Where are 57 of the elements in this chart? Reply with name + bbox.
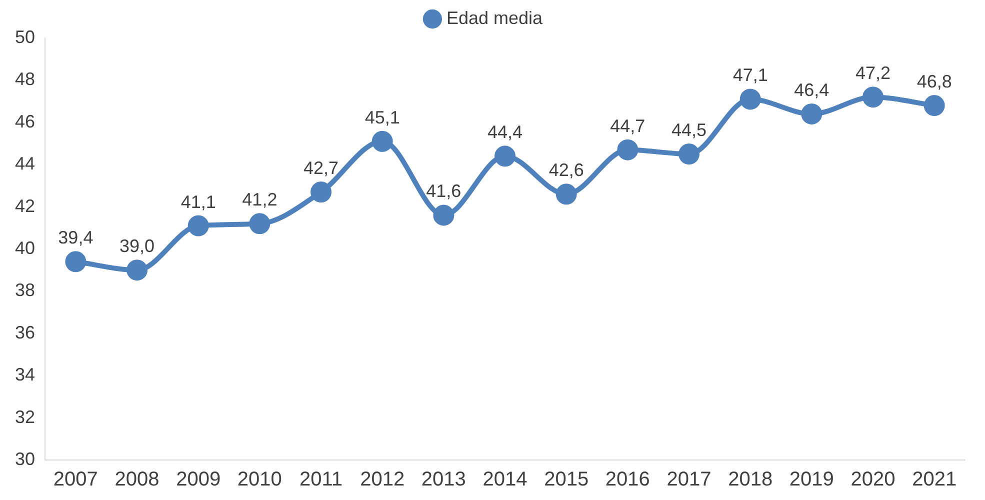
y-tick-label: 36 (14, 322, 36, 342)
y-tick-label: 32 (14, 406, 36, 427)
data-label: 42,6 (548, 160, 584, 180)
x-tick-label: 2019 (789, 468, 834, 491)
data-label: 41,2 (242, 190, 278, 210)
point (433, 204, 454, 226)
x-tick-label: 2014 (482, 468, 528, 491)
data-label: 42,7 (303, 158, 339, 178)
point (65, 251, 86, 272)
data-label: 46,8 (916, 71, 952, 92)
x-tick-label: 2012 (360, 468, 405, 491)
legend-label: Edad media (446, 8, 544, 28)
x-tick-label: 2020 (850, 468, 896, 491)
data-label: 46,4 (794, 80, 830, 100)
x-tick-label: 2018 (728, 468, 773, 491)
y-tick-label: 48 (14, 69, 36, 90)
x-tick-label: 2013 (421, 468, 466, 491)
x-tick-label: 2015 (544, 468, 589, 491)
x-tick-label: 2008 (114, 468, 160, 491)
point (494, 146, 516, 167)
point (678, 144, 700, 165)
point (740, 88, 761, 110)
x-tick-label: 2010 (237, 468, 282, 491)
y-tick-label: 50 (14, 26, 36, 47)
data-label: 44,4 (487, 122, 523, 142)
x-tick-label: 2009 (176, 468, 221, 491)
x-tick-label: 2016 (605, 468, 650, 491)
data-label: 39,0 (119, 236, 155, 256)
y-tick-label: 42 (14, 196, 36, 216)
point (126, 260, 148, 281)
point (556, 184, 577, 205)
point (372, 130, 393, 152)
y-tick-label: 30 (14, 448, 36, 469)
data-label: 41,6 (426, 181, 462, 202)
x-tick-label: 2017 (666, 468, 712, 491)
data-label: 44,7 (610, 116, 646, 136)
point (249, 213, 270, 234)
point (188, 215, 209, 236)
x-tick-label: 2007 (53, 468, 98, 491)
y-tick-label: 38 (14, 280, 36, 300)
data-label: 44,5 (671, 120, 707, 140)
data-label: 39,4 (58, 228, 94, 248)
y-tick-label: 40 (14, 238, 36, 258)
point (924, 95, 945, 116)
point (617, 139, 638, 160)
x-tick-label: 2011 (300, 468, 343, 491)
data-label: 47,1 (732, 65, 768, 86)
point (801, 103, 822, 124)
point (862, 86, 884, 108)
data-label: 47,2 (855, 63, 891, 84)
y-tick-label: 46 (14, 111, 36, 132)
x-tick-label: 2021 (912, 468, 957, 491)
point (310, 182, 332, 203)
data-label: 41,1 (180, 192, 216, 212)
y-tick-label: 44 (14, 154, 36, 174)
y-tick-label: 34 (14, 364, 36, 385)
data-label: 45,1 (364, 107, 400, 128)
